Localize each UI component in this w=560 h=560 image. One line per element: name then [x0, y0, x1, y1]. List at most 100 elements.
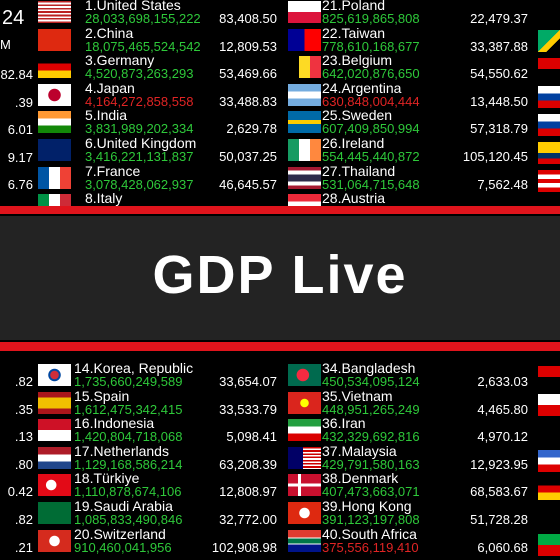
per-capita-value: 105,120.45 — [462, 149, 528, 164]
gdp-value: 1,612,475,342,415 — [74, 401, 183, 417]
per-capita-value: 33,387.88 — [470, 38, 528, 54]
flag — [288, 28, 321, 51]
gdp-value: 1,420,804,718,068 — [74, 429, 183, 445]
left-value: .39 — [14, 94, 33, 110]
per-capita-value: 50,037.25 — [219, 149, 277, 164]
country-name: 26.Ireland — [322, 135, 385, 151]
per-capita-value: 6,060.68 — [477, 539, 528, 555]
country-name: 8.Italy — [85, 190, 123, 207]
banner-title: GDP Live — [152, 245, 408, 305]
flag — [38, 111, 71, 134]
per-capita-value: 7,562.48 — [477, 176, 528, 192]
edge-flag — [538, 114, 560, 136]
banner-stripe — [0, 342, 560, 351]
country-name: 7.France — [85, 162, 141, 179]
per-capita-value: 51,728.28 — [470, 512, 528, 527]
gdp-value: 642,020,876,650 — [322, 66, 420, 82]
edge-flag — [538, 366, 560, 388]
flag — [288, 83, 321, 106]
country-name: 27.Thailand — [322, 162, 396, 179]
flag — [38, 56, 71, 79]
left-value: 9.17 — [7, 149, 33, 165]
left-value: .21 — [14, 539, 33, 555]
gdp-value: 1,735,660,249,589 — [74, 374, 183, 389]
flag — [38, 166, 71, 189]
gdp-value: 450,534,095,124 — [322, 374, 420, 389]
country-name: 34.Bangladesh — [322, 360, 416, 376]
edge-flag — [538, 394, 560, 416]
per-capita-value: 33,533.79 — [219, 401, 277, 417]
gdp-value: 3,078,428,062,937 — [85, 176, 194, 192]
flag — [38, 364, 71, 386]
gdp-value: 448,951,265,249 — [322, 401, 420, 417]
country-name: 3.Germany — [85, 52, 155, 69]
country-name: 37.Malaysia — [322, 442, 397, 459]
country-name: 20.Switzerland — [74, 525, 166, 542]
per-capita-value: 12,808.97 — [219, 484, 277, 500]
unit-fragment: M — [0, 37, 11, 52]
country-name: 24.Argentina — [322, 79, 402, 96]
banner-stripe — [0, 206, 560, 214]
left-value: 6.01 — [7, 122, 33, 138]
edge-flag — [538, 478, 560, 500]
per-capita-value: 12,809.53 — [219, 38, 277, 54]
gdp-value: 1,110,878,674,106 — [74, 484, 182, 500]
per-capita-value: 4,465.80 — [477, 401, 528, 417]
per-capita-value: 68,583.67 — [470, 484, 528, 500]
country-name: 36.Iran — [322, 415, 366, 432]
edge-flag — [538, 86, 560, 108]
flag — [288, 139, 321, 161]
left-value: .35 — [14, 401, 33, 417]
flag — [38, 446, 71, 469]
flag — [288, 166, 321, 189]
gdp-value: 429,791,580,163 — [322, 456, 420, 472]
left-value: .82 — [14, 374, 33, 389]
gdp-value: 4,520,873,263,293 — [85, 66, 194, 82]
edge-flag — [538, 142, 560, 164]
country-name: 5.India — [85, 107, 128, 124]
flag — [288, 1, 321, 23]
per-capita-value: 33,654.07 — [219, 374, 277, 389]
gdp-value: 18,075,465,524,542 — [85, 38, 201, 54]
gdp-value: 391,123,197,808 — [322, 512, 420, 527]
flag — [38, 83, 71, 106]
edge-flag — [538, 534, 560, 556]
gdp-value: 531,064,715,648 — [322, 176, 420, 192]
left-value: 6.76 — [7, 177, 33, 193]
edge-flag — [538, 450, 560, 472]
flag — [38, 474, 71, 497]
year-fragment: 24 — [2, 7, 25, 29]
flag — [288, 529, 321, 552]
per-capita-value: 5,098.41 — [226, 429, 277, 445]
flag — [38, 28, 71, 51]
per-capita-value: 54,550.62 — [470, 66, 528, 82]
flag — [38, 391, 71, 414]
country-name: 4.Japan — [85, 79, 135, 96]
gdp-value: 407,473,663,071 — [322, 484, 420, 500]
country-name: 6.United Kingdom — [85, 135, 197, 151]
gdp-value: 3,416,221,131,837 — [85, 149, 194, 164]
country-name: 22.Taiwan — [322, 24, 386, 41]
flag — [38, 1, 71, 23]
gdp-value: 28,033,698,155,222 — [85, 11, 201, 26]
flag — [38, 502, 71, 524]
country-name: 39.Hong Kong — [322, 498, 412, 514]
flag — [288, 446, 321, 469]
per-capita-value: 46,645.57 — [219, 176, 277, 192]
flag — [38, 139, 71, 161]
banner-gap — [0, 214, 560, 216]
country-name: 25.Sweden — [322, 107, 393, 124]
country-name: 15.Spain — [74, 387, 130, 404]
edge-flag — [538, 170, 560, 192]
gdp-value: 375,556,119,410 — [322, 539, 419, 555]
per-capita-value: 53,469.66 — [219, 66, 277, 82]
per-capita-value: 83,408.50 — [219, 11, 277, 26]
gdp-value: 607,409,850,994 — [322, 121, 420, 137]
left-value: 82.84 — [0, 67, 33, 82]
gdp-value: 554,445,440,872 — [322, 149, 420, 164]
per-capita-value: 63,208.39 — [219, 456, 277, 472]
left-value: 0.42 — [7, 484, 33, 500]
flag — [288, 419, 321, 442]
per-capita-value: 33,488.83 — [219, 93, 277, 109]
